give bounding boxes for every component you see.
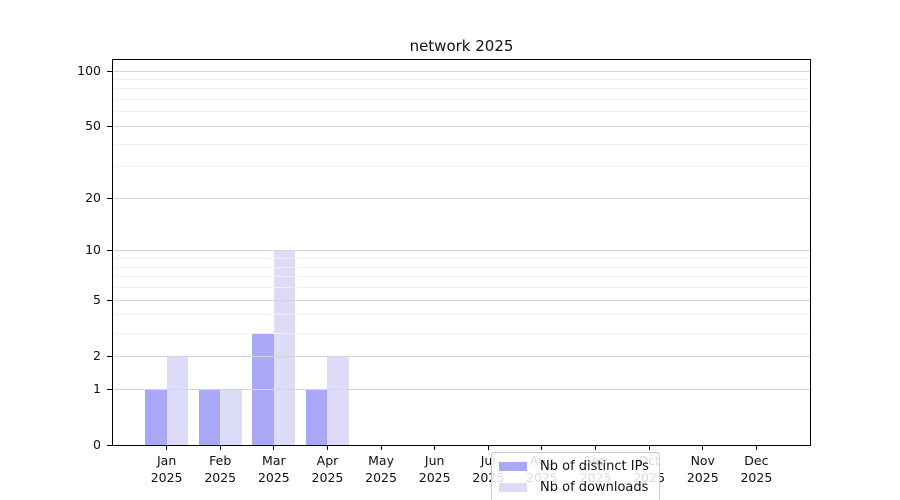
y-tick-mark-2	[107, 355, 112, 357]
bar-feb-series1	[220, 388, 242, 445]
y-tick-mark-1	[107, 388, 112, 390]
legend-item-distinct-ips: Nb of distinct IPs	[499, 457, 649, 476]
gridline-minor-8	[113, 266, 810, 268]
gridline-minor-30	[113, 166, 810, 168]
y-tick-label-20: 20	[85, 189, 101, 205]
gridline-minor-6	[113, 287, 810, 289]
x-tick-label-jan: Jan 2025	[150, 453, 183, 485]
gridline-major-20	[113, 197, 810, 199]
gridline-major-100	[113, 70, 810, 72]
x-tick-mark-nov	[702, 446, 704, 450]
y-tick-mark-100	[107, 70, 112, 72]
legend-swatch-distinct-ips-icon	[499, 462, 527, 471]
x-tick-mark-feb	[219, 446, 221, 450]
y-tick-label-100: 100	[77, 62, 101, 78]
x-tick-label-apr: Apr 2025	[311, 453, 344, 485]
y-tick-mark-50	[107, 125, 112, 127]
gridline-minor-40	[113, 143, 810, 145]
x-tick-mark-jun	[434, 446, 436, 450]
gridline-minor-80	[113, 88, 810, 90]
gridline-major-50	[113, 125, 810, 127]
bar-jan-series1	[166, 355, 189, 445]
gridline-minor-9	[113, 258, 810, 260]
y-tick-mark-0	[107, 445, 112, 446]
x-tick-mark-sep	[595, 446, 597, 450]
y-tick-label-5: 5	[93, 291, 101, 307]
bar-apr-series0	[306, 388, 328, 445]
y-tick-mark-5	[107, 299, 112, 301]
x-tick-mark-oct	[648, 446, 650, 450]
bar-apr-series1	[327, 355, 349, 445]
x-tick-mark-jul	[487, 446, 489, 450]
x-tick-mark-mar	[273, 446, 275, 450]
x-tick-mark-dec	[755, 446, 757, 450]
y-tick-label-50: 50	[85, 117, 101, 133]
x-tick-label-feb: Feb 2025	[204, 453, 237, 485]
y-tick-mark-10	[107, 250, 112, 252]
x-tick-mark-aug	[541, 446, 543, 450]
bar-feb-series0	[198, 388, 221, 445]
gridline-minor-70	[113, 99, 810, 101]
legend-swatch-downloads-icon	[499, 483, 527, 492]
y-tick-label-1: 1	[93, 380, 101, 396]
x-tick-label-jun: Jun 2025	[418, 453, 451, 485]
gridline-minor-3	[113, 332, 810, 334]
x-tick-label-dec: Dec 2025	[740, 453, 773, 485]
grid-layer	[113, 60, 810, 445]
x-tick-label-may: May 2025	[365, 453, 397, 485]
chart-title: network 2025	[409, 37, 514, 55]
gridline-major-2	[113, 355, 810, 357]
bars-layer	[113, 60, 810, 445]
x-tick-mark-apr	[326, 446, 328, 450]
x-tick-label-nov: Nov 2025	[686, 453, 719, 485]
gridline-minor-4	[113, 314, 810, 316]
y-tick-label-0: 0	[93, 437, 101, 452]
plot-area: Nb of distinct IPs Nb of downloads	[112, 59, 811, 500]
x-tick-label-mar: Mar 2025	[257, 453, 290, 485]
gridline-minor-7	[113, 276, 810, 278]
gridline-major-5	[113, 299, 810, 301]
gridline-major-1	[113, 388, 810, 390]
gridline-major-10	[113, 250, 810, 252]
bar-mar-series1	[273, 250, 296, 445]
legend-label-downloads: Nb of downloads	[540, 479, 649, 495]
x-tick-mark-jan	[166, 446, 168, 450]
y-tick-label-2: 2	[93, 347, 101, 363]
legend-item-downloads: Nb of downloads	[499, 478, 649, 497]
x-tick-mark-may	[380, 446, 382, 450]
bar-jan-series0	[145, 388, 167, 445]
gridline-minor-90	[113, 78, 810, 80]
legend-label-distinct-ips: Nb of distinct IPs	[540, 458, 649, 474]
y-tick-mark-20	[107, 197, 112, 199]
legend: Nb of distinct IPs Nb of downloads	[491, 452, 660, 500]
gridline-minor-60	[113, 111, 810, 113]
y-tick-label-10: 10	[85, 242, 101, 258]
